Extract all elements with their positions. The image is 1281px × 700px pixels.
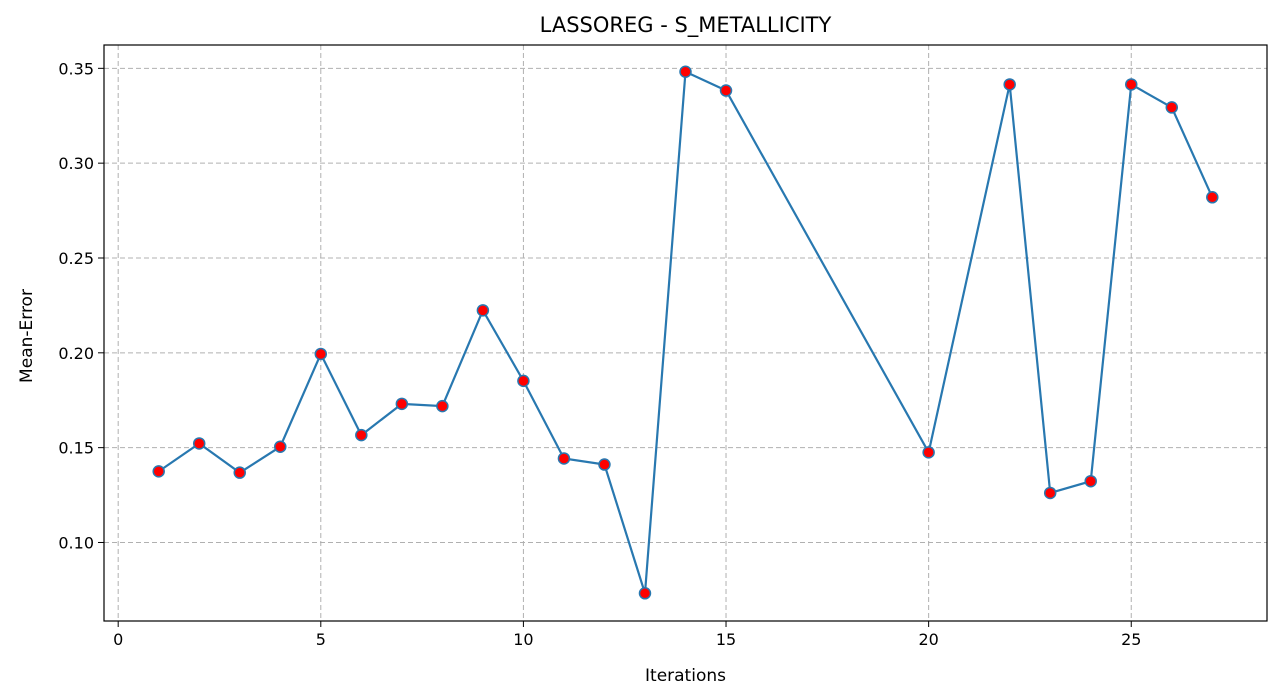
data-point [517,374,530,388]
series-layer [152,65,1219,600]
y-tick-label: 0.30 [58,154,94,173]
data-point [679,65,692,78]
plot-frame [103,44,1268,622]
data-point [1206,191,1219,204]
data-point [355,428,368,442]
data-point [233,466,247,479]
x-tick-label: 0 [113,630,123,649]
data-point [719,84,733,97]
y-tick-label: 0.10 [58,533,94,552]
data-point [395,397,409,411]
chart-title: LASSOREG - S_METALLICITY [540,13,832,38]
x-tick-label: 10 [513,630,533,649]
x-tick-label: 5 [316,630,326,649]
x-tick-label: 15 [716,630,736,649]
data-point [598,458,611,471]
data-point [436,399,449,413]
data-point [1043,486,1057,500]
data-point [1084,474,1097,488]
data-point [152,465,165,478]
x-axis-label: Iterations [645,666,726,686]
x-tick-label: 25 [1121,630,1141,649]
tick-layer: 0 5 10 15 20 25 0.10 0.15 0.20 0.25 0.30 0.35 [58,59,1141,649]
y-axis-label: Mean-Error [17,289,37,383]
data-point [1124,78,1138,91]
data-point [557,452,571,465]
data-point [638,587,652,600]
y-tick-label: 0.35 [58,59,94,78]
y-tick-label: 0.20 [58,344,94,363]
data-point [476,304,490,317]
data-point [1165,101,1179,114]
grid-layer [104,45,1267,621]
data-point [314,347,328,361]
data-point [192,437,206,450]
y-tick-label: 0.15 [58,439,94,458]
x-tick-label: 20 [918,630,938,649]
data-point [1003,78,1016,91]
series-line [158,70,1214,594]
y-tick-label: 0.25 [58,249,94,268]
data-point [274,440,287,453]
data-point [922,446,935,459]
